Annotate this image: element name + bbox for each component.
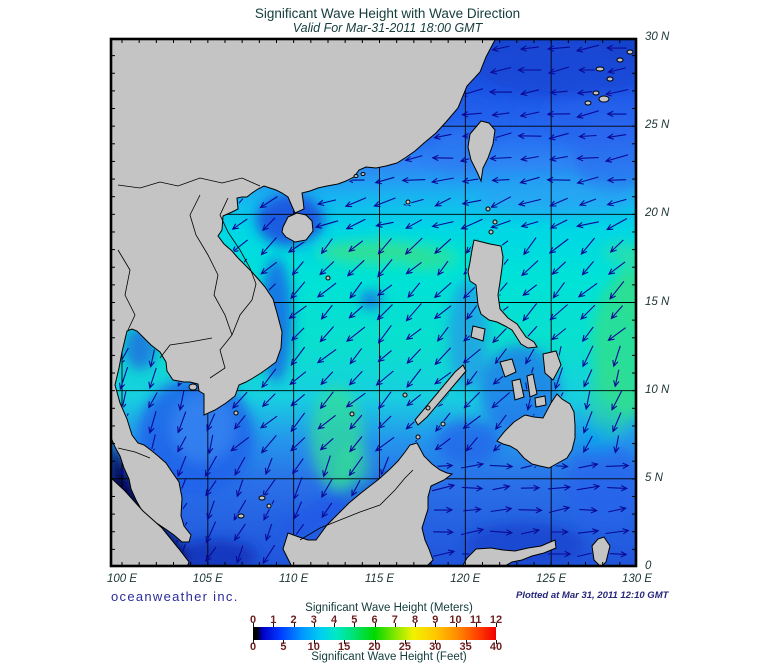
feet-tick-mark [496, 640, 497, 644]
plotted-timestamp: Plotted at Mar 31, 2011 12:10 GMT [516, 590, 669, 601]
meters-tick-number: 3 [310, 614, 317, 626]
country-borders [117, 177, 414, 541]
lat-label: 5 N [645, 471, 663, 484]
feet-tick-mark [465, 640, 467, 644]
meters-tick-mark [253, 623, 254, 627]
meters-tick-mark [415, 623, 416, 627]
feet-tick-number: 0 [249, 641, 257, 653]
meters-tick-number: 0 [249, 614, 257, 626]
meters-tick-number: 11 [469, 614, 482, 626]
feet-tick-mark [283, 640, 285, 644]
meters-tick-mark [354, 623, 356, 627]
meters-tick-mark [293, 623, 295, 627]
feet-tick-mark [344, 640, 346, 644]
lon-label: 100 E [106, 573, 138, 585]
feet-tick-number: 5 [280, 641, 287, 653]
feet-tick-mark [313, 640, 315, 644]
lat-label: 15 N [645, 295, 670, 308]
lon-label: 115 E [364, 573, 395, 585]
meters-tick-mark [475, 623, 477, 627]
page-title: Significant Wave Height with Wave Direct… [254, 6, 521, 21]
lat-label: 30 N [645, 31, 670, 43]
feet-tick-mark [404, 640, 406, 644]
oceanweather-logo-text: oceanweather inc. [111, 589, 239, 604]
lon-label: 130 E [621, 573, 653, 585]
feet-tick-mark [374, 640, 376, 644]
lon-label: 105 E [192, 573, 223, 585]
feet-tick-number: 10 [307, 641, 320, 653]
meters-tick-number: 10 [449, 614, 462, 626]
meters-tick-number: 4 [330, 614, 338, 626]
feet-tick-mark [253, 640, 254, 644]
feet-tick-number: 25 [398, 641, 411, 653]
feet-tick-number: 40 [489, 641, 503, 653]
valid-time-subtitle: Valid For Mar-31-2011 18:00 GMT [292, 21, 483, 35]
meters-tick-number: 7 [391, 614, 398, 626]
colorbar-gradient [253, 627, 496, 640]
lon-label: 125 E [536, 573, 567, 585]
feet-tick-number: 35 [459, 641, 472, 653]
meters-tick-number: 8 [411, 614, 419, 626]
meters-tick-number: 12 [489, 614, 503, 626]
meters-tick-number: 5 [351, 614, 358, 626]
meters-tick-number: 2 [290, 614, 297, 626]
meters-tick-mark [455, 623, 457, 627]
lat-label: 10 N [645, 383, 670, 396]
colorbar-meters-title: Significant Wave Height (Meters) [305, 602, 473, 614]
meters-tick-mark [313, 623, 315, 627]
lat-label: 25 N [645, 119, 670, 132]
feet-tick-mark [435, 640, 437, 644]
colorbar-feet-title: Significant Wave Height (Feet) [311, 651, 467, 663]
feet-tick-number: 15 [338, 641, 351, 653]
meters-tick-mark [435, 623, 437, 627]
lon-label: 120 E [450, 573, 481, 585]
meters-tick-mark [374, 623, 376, 627]
lat-label: 0 [645, 560, 652, 572]
meters-tick-number: 9 [432, 614, 439, 626]
feet-tick-number: 30 [429, 641, 442, 653]
meters-tick-mark [334, 623, 335, 627]
meters-tick-mark [273, 623, 275, 627]
meters-tick-number: 6 [371, 614, 378, 626]
map-frame [109, 37, 638, 568]
lat-label: 20 N [645, 207, 670, 220]
feet-tick-number: 20 [368, 641, 381, 653]
meters-tick-mark [394, 623, 396, 627]
meters-tick-mark [496, 623, 497, 627]
meters-tick-number: 1 [270, 614, 277, 626]
lon-label: 110 E [279, 573, 309, 585]
